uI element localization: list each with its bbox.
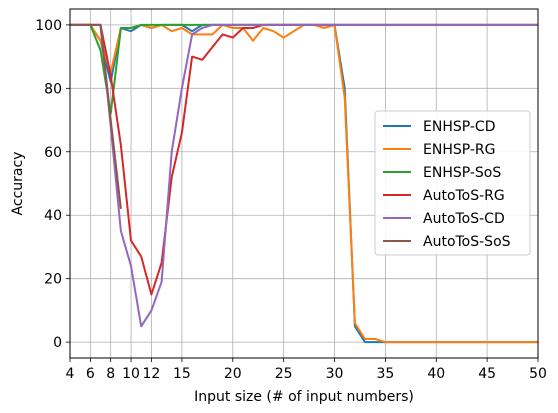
- x-tick-label: 8: [106, 366, 115, 382]
- legend-entry: AutoToS-RG: [423, 188, 505, 204]
- series-line-enhsp-sos: [70, 23, 538, 115]
- y-tick-label: 40: [44, 208, 62, 224]
- y-axis-title: Accuracy: [10, 152, 26, 216]
- series-lines: [70, 23, 538, 344]
- x-axis-title: Input size (# of input numbers): [194, 389, 414, 405]
- x-tick-label: 10: [122, 366, 140, 382]
- y-tick-label: 80: [44, 81, 62, 97]
- x-tick-label: 30: [326, 366, 344, 382]
- series-line-autotos-sos: [70, 23, 122, 210]
- x-tick-label: 4: [66, 366, 75, 382]
- legend: ENHSP-CD ENHSP-RG ENHSP-SoS AutoToS-RG AutoT…: [374, 110, 531, 256]
- x-tick-label: 25: [275, 366, 293, 382]
- x-tick-label: 20: [224, 366, 242, 382]
- legend-box: [374, 110, 531, 256]
- x-tick-label: 45: [478, 366, 496, 382]
- series-line-autotos-cd: [70, 23, 538, 328]
- x-tick-label: 12: [142, 366, 160, 382]
- plot-frame: [69, 8, 539, 359]
- legend-entry: ENHSP-RG: [423, 142, 496, 158]
- y-tick-label: 60: [44, 145, 62, 161]
- axis-ticks: 4 6 8 10 12 15 20 25 30 35 40 45 50 0 20 40 60 80 100: [35, 18, 547, 382]
- y-tick-label: 0: [53, 335, 62, 351]
- x-tick-label: 50: [529, 366, 547, 382]
- legend-entry: ENHSP-CD: [423, 119, 495, 135]
- legend-entry: AutoToS-CD: [423, 211, 505, 227]
- x-tick-label: 35: [376, 366, 394, 382]
- x-tick-label: 15: [173, 366, 191, 382]
- legend-entry: ENHSP-SoS: [423, 165, 501, 181]
- x-tick-label: 40: [427, 366, 445, 382]
- y-tick-label: 100: [35, 18, 62, 34]
- y-tick-label: 20: [44, 272, 62, 288]
- legend-entry: AutoToS-SoS: [423, 234, 511, 250]
- x-tick-label: 6: [86, 366, 95, 382]
